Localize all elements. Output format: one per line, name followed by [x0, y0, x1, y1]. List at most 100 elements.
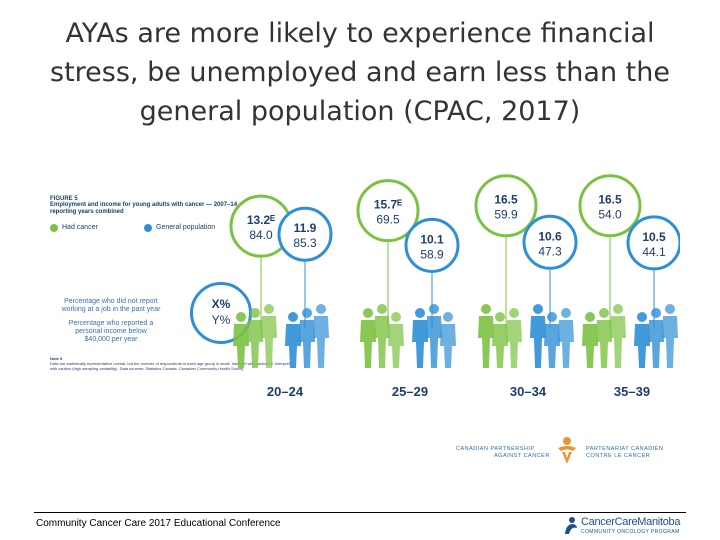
person-body-20-24-general-1 [299, 320, 315, 368]
cancercare-manitoba-logo: CancerCareManitoba COMMUNITY ONCOLOGY PR… [563, 516, 693, 538]
bubble-x-label-25-29-cancer: 15.7ᴱ [374, 198, 402, 212]
age-group-label-35-39: 35–39 [614, 384, 650, 399]
cpac-french-name: PARTENARIAT CANADIEN CONTRE LE CANCER [586, 446, 664, 459]
ccm-figure-icon [565, 517, 577, 534]
person-body-25-29-general-2 [440, 324, 456, 368]
bubble-y-label-20-24-cancer: 84.0 [249, 228, 273, 242]
person-body-20-24-cancer-2 [261, 316, 277, 368]
ccm-subtitle: COMMUNITY ONCOLOGY PROGRAM [581, 529, 680, 535]
note-text: Data are statistically representative ov… [50, 361, 290, 371]
person-head-30-34-cancer-0 [481, 304, 491, 314]
person-head-25-29-cancer-2 [391, 312, 401, 322]
cpac-english-name: CANADIAN PARTNERSHIP AGAINST CANCER [456, 446, 550, 459]
person-body-35-39-general-1 [648, 320, 664, 368]
bubble-25-29-cancer [356, 179, 420, 243]
legend-had-cancer-label: Had cancer [62, 224, 98, 231]
person-body-30-34-cancer-2 [506, 320, 522, 368]
bubble-x-label-20-24-cancer: 13.2ᴱ [247, 213, 275, 227]
bubble-30-34-general [522, 214, 578, 270]
person-body-35-39-cancer-1 [596, 320, 612, 368]
person-body-35-39-general-0 [634, 324, 650, 368]
bubble-y-label-25-29-cancer: 69.5 [376, 213, 400, 227]
cpac-figure-icon [558, 437, 576, 464]
key-x-value: X% [211, 297, 231, 311]
bubble-y-label-35-39-general: 44.1 [642, 245, 666, 259]
person-body-30-34-general-0 [530, 316, 546, 368]
bubble-x-label-25-29-general: 10.1 [420, 232, 444, 246]
person-head-25-29-general-2 [443, 312, 453, 322]
bubble-y-label-35-39-cancer: 54.0 [598, 208, 622, 222]
bubble-25-29-general [404, 217, 460, 273]
person-head-35-39-cancer-1 [599, 308, 609, 318]
person-body-35-39-cancer-0 [582, 324, 598, 368]
person-head-35-39-general-2 [665, 304, 675, 314]
person-head-30-34-cancer-1 [495, 312, 505, 322]
person-body-35-39-general-2 [662, 316, 678, 368]
person-head-25-29-general-1 [429, 304, 439, 314]
bubble-x-label-30-34-general: 10.6 [538, 229, 562, 243]
bubble-20-24-general [277, 206, 333, 262]
key-y-value: Y% [211, 313, 231, 327]
person-head-30-34-cancer-2 [509, 308, 519, 318]
person-body-35-39-cancer-2 [610, 316, 626, 368]
infographic-chart: FIGURE 5 Employment and income for young… [40, 168, 680, 408]
footer-divider [34, 512, 686, 513]
person-head-20-24-cancer-1 [250, 308, 260, 318]
age-group-label-30-34: 30–34 [510, 384, 547, 399]
person-body-20-24-cancer-1 [247, 320, 263, 368]
person-body-30-34-general-1 [544, 324, 560, 368]
bubble-35-39-general [626, 215, 680, 271]
slide-title-line-2: stress, be unemployed and earn less than… [50, 57, 670, 88]
ccm-name: CancerCareManitoba [581, 516, 681, 528]
person-head-25-29-general-0 [415, 308, 425, 318]
key-not-working-label: Percentage who did not report working at… [61, 298, 161, 313]
bubble-x-label-30-34-cancer: 16.5 [494, 193, 518, 207]
person-body-25-29-cancer-1 [374, 316, 390, 368]
bubble-x-label-20-24-general: 11.9 [294, 221, 317, 235]
person-head-25-29-cancer-0 [363, 308, 373, 318]
bubble-35-39-cancer [578, 174, 642, 238]
age-group-label-25-29: 25–29 [392, 384, 428, 399]
person-head-20-24-general-1 [302, 308, 312, 318]
slide-title-line-3: general population (CPAC, 2017) [139, 96, 581, 127]
person-body-20-24-cancer-0 [233, 324, 249, 368]
key-low-income-label: Percentage who reported a personal incom… [68, 320, 154, 343]
person-body-30-34-general-2 [558, 320, 574, 368]
footer-conference-name: Community Cancer Care 2017 Educational C… [36, 518, 281, 529]
slide-title-line-1: AYAs are more likely to experience finan… [65, 18, 655, 49]
slide-title: AYAs are more likely to experience finan… [40, 14, 680, 131]
cpac-logo: CANADIAN PARTNERSHIP AGAINST CANCER PART… [456, 436, 686, 470]
legend-had-cancer-dot [50, 224, 58, 232]
figure-title: Employment and income for young adults w… [50, 202, 238, 215]
bubble-x-label-35-39-general: 10.5 [642, 230, 666, 244]
person-head-25-29-cancer-1 [377, 304, 387, 314]
person-head-35-39-cancer-0 [585, 312, 595, 322]
age-group-label-20-24: 20–24 [267, 384, 304, 399]
bubble-30-34-cancer [474, 174, 538, 238]
bubble-x-label-35-39-cancer: 16.5 [598, 193, 622, 207]
person-head-30-34-general-2 [561, 308, 571, 318]
person-head-20-24-cancer-0 [236, 312, 246, 322]
person-head-30-34-general-1 [547, 312, 557, 322]
legend-general-population-label: General population [156, 224, 216, 231]
person-head-20-24-general-0 [288, 312, 298, 322]
bubble-y-label-25-29-general: 58.9 [420, 247, 444, 261]
person-body-25-29-general-1 [426, 316, 442, 368]
person-body-25-29-general-0 [412, 320, 428, 368]
person-head-20-24-cancer-2 [264, 304, 274, 314]
legend-general-population-dot [144, 224, 152, 232]
note-title: Note 5 [50, 356, 63, 361]
person-head-35-39-general-0 [637, 312, 647, 322]
bubble-y-label-30-34-general: 47.3 [538, 244, 562, 258]
person-head-30-34-general-0 [533, 304, 543, 314]
person-body-30-34-cancer-0 [478, 316, 494, 368]
person-head-35-39-general-1 [651, 308, 661, 318]
figure-note: Note 5 Data are statistically representa… [50, 356, 290, 371]
figure-label: FIGURE 5 [50, 196, 78, 202]
person-body-20-24-general-2 [313, 316, 329, 368]
person-body-25-29-cancer-0 [360, 320, 376, 368]
bubble-y-label-20-24-general: 85.3 [293, 236, 317, 250]
person-body-25-29-cancer-2 [388, 324, 404, 368]
person-body-30-34-cancer-1 [492, 324, 508, 368]
